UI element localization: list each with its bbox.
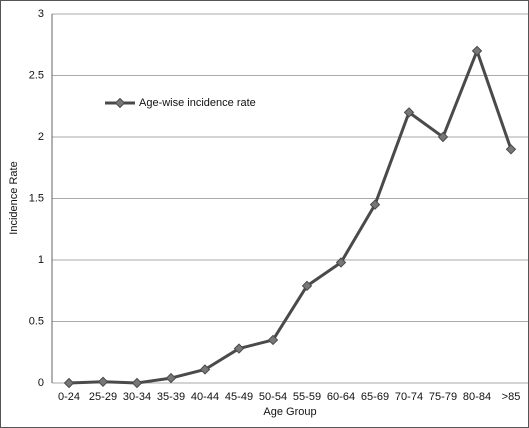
y-tick-label: 3	[38, 8, 44, 20]
data-point	[63, 377, 75, 389]
x-tick-label: 30-34	[123, 391, 151, 403]
x-tick-label: 70-74	[395, 391, 423, 403]
data-point	[301, 280, 313, 292]
x-tick-label: 65-69	[361, 391, 389, 403]
data-point	[471, 45, 483, 57]
legend-label: Age-wise incidence rate	[139, 97, 256, 109]
data-point	[403, 107, 415, 118]
x-tick-label: 0-24	[58, 391, 80, 403]
y-tick-label: 0.5	[29, 315, 44, 327]
y-tick-label: 1	[38, 254, 44, 266]
x-tick-label: 25-29	[89, 391, 117, 403]
data-point	[131, 377, 143, 389]
x-tick-label: 45-49	[225, 391, 253, 403]
x-tick-label: 50-54	[259, 391, 287, 403]
x-tick-label: 80-84	[463, 391, 491, 403]
data-point	[233, 343, 245, 354]
data-point	[335, 257, 347, 268]
data-point	[199, 364, 211, 375]
data-point	[369, 199, 381, 210]
y-tick-label: 2.5	[29, 69, 44, 81]
y-axis-title: Incidence Rate	[8, 161, 20, 234]
data-point	[267, 334, 279, 346]
y-tick-label: 0	[38, 377, 44, 389]
legend-marker	[114, 97, 126, 109]
x-tick-label: 75-79	[429, 391, 457, 403]
x-tick-label: 55-59	[293, 391, 321, 403]
series-line	[68, 49, 513, 385]
y-tick-label: 2	[38, 131, 44, 143]
data-point	[437, 131, 449, 143]
x-tick-label: 35-39	[157, 391, 185, 403]
x-tick-label: >85	[502, 391, 521, 403]
x-tick-label: 40-44	[191, 391, 219, 403]
data-point	[165, 372, 177, 384]
data-point	[97, 376, 109, 387]
x-axis-title: Age Group	[263, 406, 316, 418]
data-point	[505, 144, 517, 155]
x-tick-label: 60-64	[327, 391, 355, 403]
y-tick-label: 1.5	[29, 192, 44, 204]
